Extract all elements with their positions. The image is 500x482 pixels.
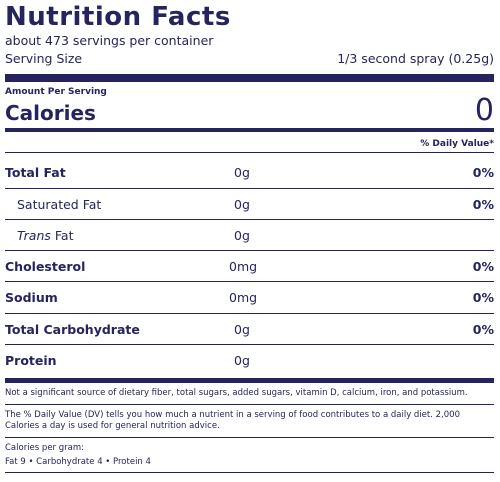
nutrient-name: Total Carbohydrate <box>5 322 140 337</box>
divider <box>5 472 494 473</box>
calories-per-gram-label: Calories per gram: <box>5 443 84 453</box>
nutrient-row-protein: Protein 0g <box>5 345 494 376</box>
serving-size-row: Serving Size 1/3 second spray (0.25g) <box>5 51 494 67</box>
nutrient-name: Cholesterol <box>5 259 86 274</box>
serving-size-value: 1/3 second spray (0.25g) <box>337 51 494 66</box>
nutrient-amount: 0g <box>234 228 250 243</box>
nutrient-name: Total Fat <box>5 165 66 180</box>
daily-value-footnote: The % Daily Value (DV) tells you how muc… <box>5 410 460 431</box>
divider <box>5 404 494 405</box>
medium-divider <box>5 128 494 132</box>
nutrient-name: Sodium <box>5 290 58 305</box>
fat-word: Fat <box>50 228 74 243</box>
nutrient-daily-value: 0% <box>472 290 494 305</box>
nutrient-name: Trans Fat <box>17 228 73 244</box>
nutrient-daily-value: 0% <box>472 322 494 337</box>
divider <box>5 437 494 438</box>
nutrient-daily-value: 0% <box>472 165 494 180</box>
nutrient-amount: 0g <box>234 197 250 212</box>
divider <box>5 152 494 153</box>
divider <box>5 281 494 282</box>
nutrient-amount: 0g <box>234 322 250 337</box>
divider <box>5 344 494 345</box>
nutrient-name: Saturated Fat <box>17 197 102 212</box>
calories-value: 0 <box>474 93 494 128</box>
nutrient-daily-value: 0% <box>472 197 494 212</box>
nutrient-amount: 0mg <box>229 259 258 274</box>
servings-per-container: about 473 servings per container <box>5 33 214 48</box>
divider <box>5 313 494 314</box>
nutrient-row-sodium: Sodium 0mg 0% <box>5 282 494 313</box>
nutrient-row-total-carbohydrate: Total Carbohydrate 0g 0% <box>5 314 494 345</box>
nutrient-amount: 0g <box>234 165 250 180</box>
not-significant-note: Not a significant source of dietary fibe… <box>5 388 468 398</box>
nutrient-row-cholesterol: Cholesterol 0mg 0% <box>5 251 494 282</box>
nutrient-name: Protein <box>5 353 57 368</box>
trans-word: Trans <box>17 228 51 243</box>
thick-divider-bottom <box>5 378 494 383</box>
divider <box>5 219 494 220</box>
nutrient-row-total-fat: Total Fat 0g 0% <box>5 157 494 188</box>
nutrient-row-saturated-fat: Saturated Fat 0g 0% <box>5 189 494 220</box>
nutrient-daily-value: 0% <box>472 259 494 274</box>
daily-value-header: % Daily Value* <box>420 139 494 149</box>
nutrient-amount: 0g <box>234 353 250 368</box>
divider <box>5 188 494 189</box>
calories-label: Calories <box>5 101 96 125</box>
amount-per-serving: Amount Per Serving <box>5 87 107 97</box>
nutrient-amount: 0mg <box>229 290 258 305</box>
label-title: Nutrition Facts <box>5 2 231 32</box>
serving-size-label: Serving Size <box>5 51 83 66</box>
calories-row: Calories 0 <box>5 96 494 127</box>
divider <box>5 250 494 251</box>
thick-divider <box>5 74 494 82</box>
nutrient-row-trans-fat: Trans Fat 0g <box>5 220 494 251</box>
calories-per-gram-values: Fat 9 • Carbohydrate 4 • Protein 4 <box>5 457 151 467</box>
